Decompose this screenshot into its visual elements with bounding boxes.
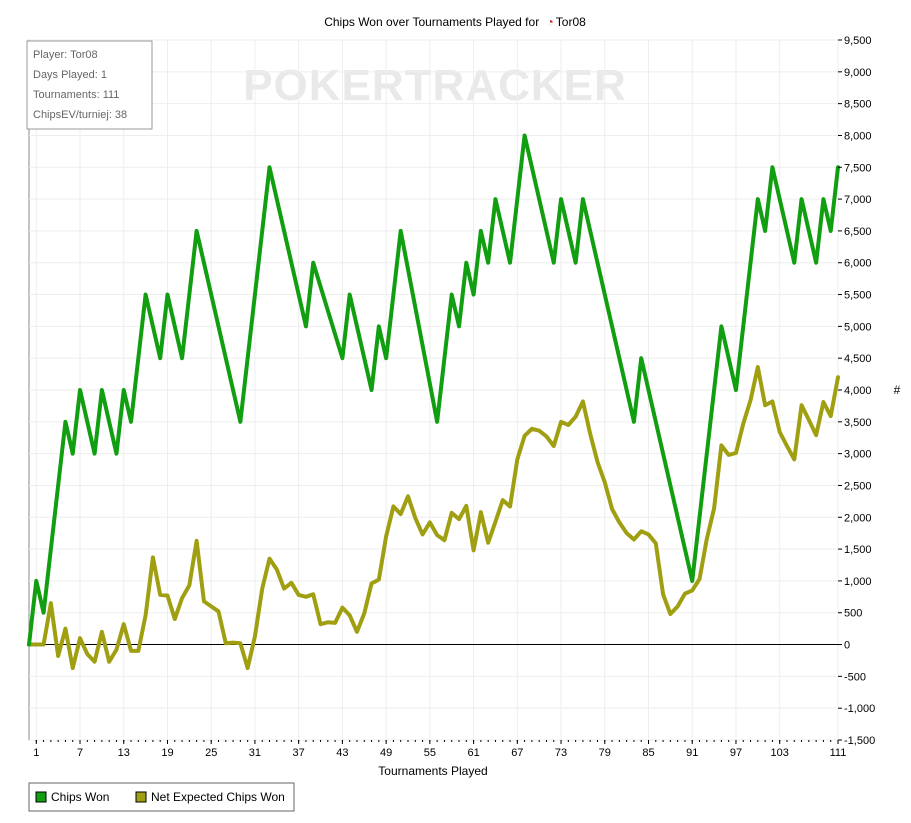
x-tick-label: 67 — [511, 747, 523, 759]
info-tournaments: Tournaments: 111 — [33, 89, 119, 101]
legend-frame — [28, 782, 295, 812]
info-days-played: Days Played: 1 — [33, 69, 107, 81]
series-layer — [27, 133, 840, 671]
grid — [29, 39, 839, 741]
y-tick-label: 6,500 — [844, 226, 872, 238]
y-tick-label: 4,500 — [844, 353, 872, 365]
y-tick-label: 1,000 — [844, 576, 872, 588]
y-tick-label: 8,500 — [844, 99, 872, 111]
x-tick-label: 55 — [424, 747, 436, 759]
y-tick-label: 2,500 — [844, 480, 872, 492]
x-tick-label: 19 — [161, 747, 173, 759]
info-box: Player: Tor08 Days Played: 1 Tournaments… — [26, 40, 153, 130]
info-player: Player: Tor08 — [33, 49, 98, 61]
legend: Chips Won Net Expected Chips Won — [28, 782, 295, 812]
x-tick-label: 73 — [555, 747, 567, 759]
x-tick-label: 85 — [642, 747, 654, 759]
y-tick-label: 5,000 — [844, 321, 872, 333]
x-tick-label: 1 — [33, 747, 39, 759]
series-line-net-expected — [27, 365, 840, 671]
player-site-icon: ◔ — [547, 15, 554, 29]
x-tick-label: 91 — [686, 747, 698, 759]
y-tick-label: 3,500 — [844, 417, 872, 429]
x-tick-label: 37 — [293, 747, 305, 759]
x-axis-label: Tournaments Played — [378, 764, 487, 778]
y-tick-label: 500 — [844, 608, 862, 620]
x-tick-label: 111 — [830, 747, 847, 759]
x-tick-label: 61 — [467, 747, 479, 759]
y-tick-label: 3,000 — [844, 449, 872, 461]
y-tick-label: 0 — [844, 640, 850, 652]
x-tick-label: 103 — [771, 747, 789, 759]
y-axis: -1,500 -1,000 -500 0 500 1,000 1,500 2,000 2,500… — [838, 35, 875, 747]
legend-label-net-expected: Net Expected Chips Won — [151, 790, 285, 804]
x-tick-label: 43 — [336, 747, 348, 759]
legend-swatch-chips-won — [35, 791, 47, 803]
y-tick-label: 8,000 — [844, 130, 872, 142]
y-tick-label: 7,000 — [844, 194, 872, 206]
info-chips-ev: ChipsEV/turniej: 38 — [33, 109, 127, 121]
x-tick-label: 49 — [380, 747, 392, 759]
x-tick-label: 13 — [118, 747, 130, 759]
y-tick-label: 1,500 — [844, 544, 872, 556]
y-tick-label: -1,500 — [844, 735, 875, 747]
x-tick-label: 25 — [205, 747, 217, 759]
chart-title: Chips Won over Tournaments Played for ◔ T… — [324, 15, 586, 29]
x-tick-label: 7 — [77, 747, 83, 759]
series-line-chips-won — [27, 133, 840, 647]
y-tick-label: 9,000 — [844, 67, 872, 79]
legend-swatch-net-expected — [135, 791, 147, 803]
legend-label-chips-won: Chips Won — [51, 790, 109, 804]
watermark: POKERTRACKER — [243, 61, 627, 110]
y-tick-label: 4,000 — [844, 385, 872, 397]
x-tick-label: 31 — [249, 747, 261, 759]
x-axis: 1 7 13 19 25 31 37 43 49 55 61 67 73 79 85 91 97 103 111 — [33, 740, 846, 759]
y-tick-label: -1,000 — [844, 703, 875, 715]
y-tick-label: 2,000 — [844, 512, 872, 524]
y-tick-label: 7,500 — [844, 162, 872, 174]
x-tick-label: 79 — [599, 747, 611, 759]
y-axis-label: # — [894, 383, 901, 397]
y-tick-label: 5,500 — [844, 290, 872, 302]
x-tick-label: 97 — [730, 747, 742, 759]
y-tick-label: 6,000 — [844, 258, 872, 270]
info-box-frame — [26, 40, 153, 130]
y-tick-label: -500 — [844, 671, 866, 683]
y-tick-label: 9,500 — [844, 35, 872, 47]
